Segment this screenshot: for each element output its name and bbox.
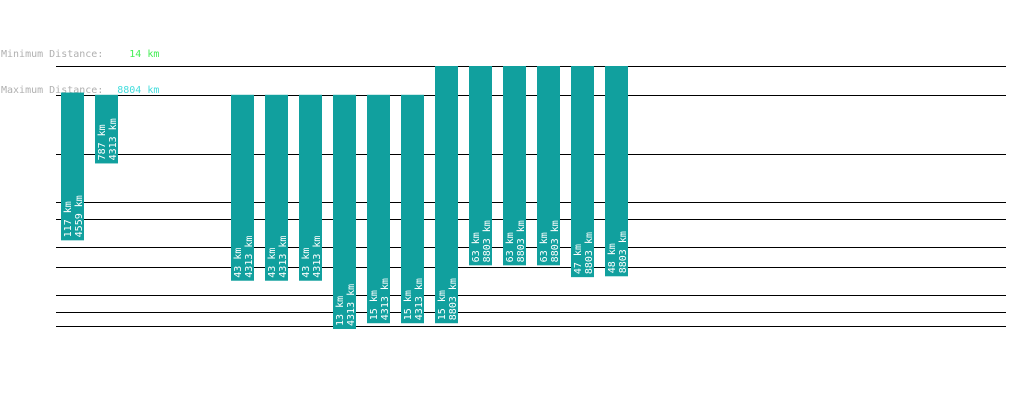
range-bar-5 [333, 94, 356, 329]
range-bar-11 [537, 66, 560, 266]
bar-min-label-7: 15 km [403, 290, 414, 320]
bar-max-label-7: 4313 km [414, 278, 425, 320]
max-distance-label: Maximum Distance: [1, 85, 104, 96]
bar-max-label-5: 4313 km [346, 284, 357, 326]
range-bar-12 [571, 66, 594, 278]
bar-max-label-6: 4313 km [380, 278, 391, 320]
bar-max-label-12: 8803 km [584, 232, 595, 274]
distance-legend: Minimum Distance: 14 km Maximum Distance… [1, 25, 159, 109]
bar-min-label-6: 15 km [369, 290, 380, 320]
bar-min-label-2: 43 km [233, 248, 244, 278]
bar-max-label-1: 4313 km [108, 118, 119, 160]
bar-max-label-3: 4313 km [278, 236, 289, 278]
bar-max-label-4: 4313 km [312, 236, 323, 278]
min-distance-row: Minimum Distance: 14 km [1, 49, 159, 61]
range-bar-6 [367, 94, 390, 324]
range-bar-8 [435, 66, 458, 324]
bar-min-label-8: 15 km [437, 290, 448, 320]
range-bar-2 [231, 94, 254, 281]
bar-min-label-0: 117 km [63, 201, 74, 237]
bar-min-label-5: 13 km [335, 296, 346, 326]
bar-min-label-4: 43 km [301, 248, 312, 278]
bar-min-label-11: 63 km [539, 232, 550, 262]
bar-min-label-9: 63 km [471, 232, 482, 262]
range-bar-13 [605, 66, 628, 277]
bar-max-label-10: 8803 km [516, 220, 527, 262]
max-distance-value: 8804 km [117, 85, 160, 96]
bar-min-label-10: 63 km [505, 232, 516, 262]
bar-min-label-1: 787 km [97, 124, 108, 160]
bar-max-label-9: 8803 km [482, 220, 493, 262]
range-bar-4 [299, 94, 322, 281]
min-distance-label: Minimum Distance: [1, 49, 104, 60]
bar-max-label-13: 8803 km [618, 231, 629, 273]
range-bar-9 [469, 66, 492, 266]
range-bar-7 [401, 94, 424, 324]
bar-max-label-11: 8803 km [550, 220, 561, 262]
range-bar-1 [95, 94, 118, 164]
bar-max-label-8: 8803 km [448, 278, 459, 320]
max-distance-row: Maximum Distance: 8804 km [1, 85, 159, 97]
range-bar-10 [503, 66, 526, 266]
range-bar-0 [61, 92, 84, 241]
bar-min-label-12: 47 km [573, 244, 584, 274]
min-distance-value: 14 km [129, 49, 160, 60]
bar-max-label-0: 4559 km [74, 195, 85, 237]
bar-min-label-3: 43 km [267, 248, 278, 278]
bar-max-label-2: 4313 km [244, 236, 255, 278]
range-bar-3 [265, 94, 288, 281]
bar-min-label-13: 48 km [607, 243, 618, 273]
